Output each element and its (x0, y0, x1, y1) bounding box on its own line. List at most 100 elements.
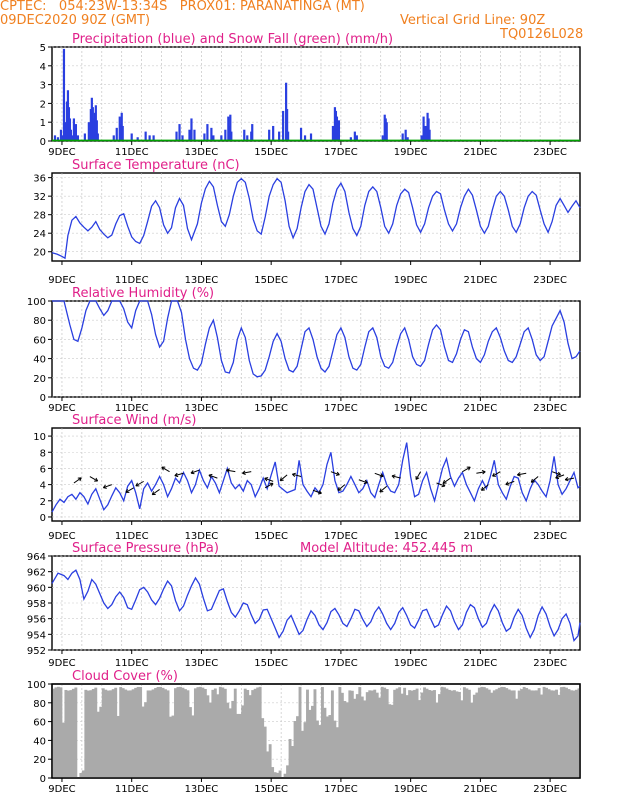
cloud-bar (278, 770, 282, 778)
precip-bar (331, 125, 335, 141)
temp-ytick-label: 24 (33, 229, 46, 240)
cloud-bar (522, 686, 526, 778)
rh-xtick-label: 19DEC (394, 403, 428, 414)
cloud-bar (266, 751, 270, 778)
cloud-bar (154, 688, 158, 778)
cloud-bar (358, 687, 362, 778)
cloud-bar (179, 686, 182, 778)
precip-bar (206, 124, 209, 141)
cloud-xtick-label: 9DEC (48, 784, 75, 795)
cloud-bar (545, 687, 549, 778)
cloud-bar (343, 701, 347, 778)
cloud-bar (403, 687, 407, 778)
cloud-bar (480, 686, 484, 778)
precip-bar (420, 135, 423, 141)
cloud-bar (134, 687, 138, 778)
wind-arrow-shaft (481, 484, 489, 491)
rh-ytick-label: 80 (33, 316, 46, 327)
cloud-bar (365, 692, 369, 778)
cloud-bar (139, 686, 143, 778)
wind-arrow-head (505, 481, 510, 486)
precip-xtick-label: 21DEC (464, 147, 498, 158)
wind-arrow-head (317, 490, 322, 495)
cloud-bar (69, 690, 73, 778)
cloud-bar (74, 687, 78, 778)
cloud-bar (198, 686, 202, 778)
cloud-bar (380, 686, 384, 778)
wind-arrow-shaft (358, 479, 368, 484)
cloud-bar (440, 686, 444, 778)
cloud-bar (383, 687, 387, 778)
wind-arrow-head (208, 473, 213, 479)
cloud-bar (238, 713, 242, 778)
cloud-bar (555, 689, 558, 778)
wind-arrow-shaft (174, 472, 184, 477)
cloud-bar (56, 686, 60, 778)
cloud-bar (482, 687, 486, 778)
cloud-xtick-label: 13DEC (185, 784, 219, 795)
rh-frame (51, 300, 581, 398)
temp-ytick-label: 20 (33, 248, 46, 259)
pressure-title: Surface Pressure (hPa) (72, 541, 219, 556)
cloud-bar (507, 689, 511, 778)
header-line1: CPTEC: 054:23W-13:34S PROX01: PARANATING… (0, 0, 365, 14)
cloud-bar (562, 686, 566, 778)
wind-arrow-head (77, 477, 82, 482)
pressure-xtick-label: 17DEC (324, 658, 358, 669)
cloud-bar (211, 689, 215, 778)
wind-arrow-head (269, 482, 274, 487)
cloud-bar (311, 705, 314, 778)
cloud-bar (552, 690, 556, 778)
cloud-title: Cloud Cover (%) (72, 669, 178, 684)
cloud-bar (119, 687, 123, 778)
precip-bar (246, 135, 249, 141)
precip-xtick-label: 17DEC (324, 147, 358, 158)
cloud-bar (542, 686, 546, 778)
cloud-bar (241, 705, 245, 778)
cloud-bar (276, 772, 280, 778)
wind-arrow-head (151, 491, 156, 496)
cloud-bar (565, 687, 568, 778)
cloud-bar (54, 687, 58, 778)
rh-xtick-label: 11DEC (115, 403, 149, 414)
precip-bar (287, 131, 290, 141)
temp-xtick-label: 9DEC (48, 275, 75, 286)
cloud-bar (286, 765, 290, 778)
wind-arrow-shaft (292, 473, 302, 478)
wind-arrow-head (335, 471, 340, 476)
wind-arrow-head (102, 484, 107, 489)
cloud-bar (149, 690, 153, 778)
precip-bar (349, 137, 352, 141)
cloud-bar (106, 690, 110, 778)
cloud-bar (335, 727, 339, 778)
cloud-bar (271, 767, 275, 778)
wind-arrow-shaft (330, 471, 340, 476)
precip-xtick-label: 11DEC (115, 147, 149, 158)
cloud-bar (64, 689, 68, 778)
cloud-bar (532, 690, 536, 778)
rh-xtick-label: 13DEC (185, 403, 219, 414)
cloud-bar (408, 690, 412, 778)
cloud-bar (418, 700, 422, 778)
cloud-bar (350, 690, 354, 778)
cloud-bar (535, 690, 539, 778)
cloud-bar (388, 704, 392, 778)
wind-series-line (51, 442, 581, 513)
wind-arrow-head (517, 472, 521, 477)
wind-ytick-label: 4 (40, 481, 46, 492)
precip-bar (282, 110, 285, 141)
cloud-xtick-label: 17DEC (324, 784, 358, 795)
rh-ytick-label: 0 (40, 393, 46, 404)
wind-arrow-head (161, 466, 166, 471)
cloud-ytick-label: 20 (33, 755, 46, 766)
pressure-xtick-label: 15DEC (254, 658, 288, 669)
cloud-bar (360, 696, 364, 778)
precip-bar (112, 135, 115, 141)
cloud-bar (84, 689, 88, 778)
cloud-xtick-label: 23DEC (533, 784, 567, 795)
cloud-bar (395, 688, 399, 778)
wind-arrow-shaft (436, 482, 446, 487)
cloud-ytick-label: 40 (33, 736, 46, 747)
cloud-bar (208, 702, 212, 778)
